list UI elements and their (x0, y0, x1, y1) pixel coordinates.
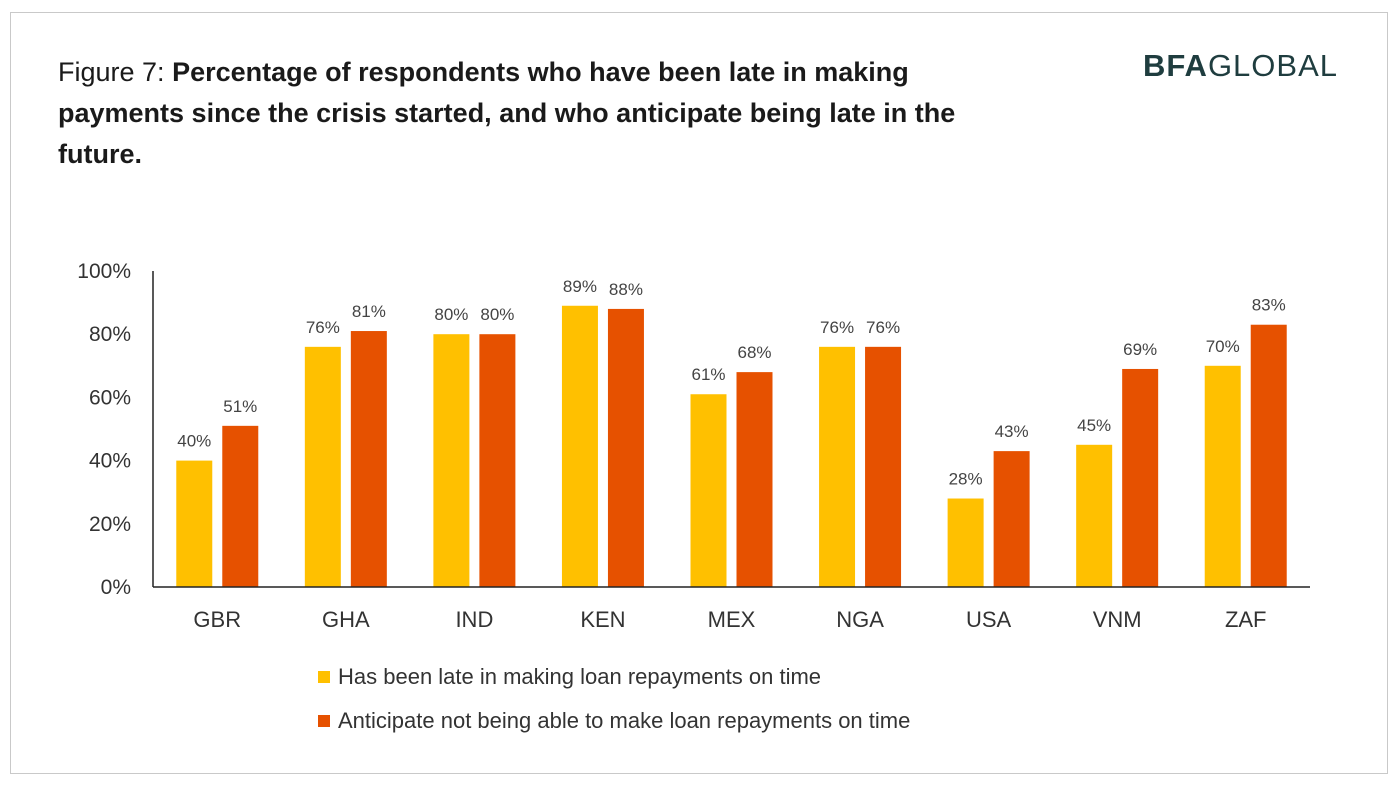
data-label-series-1-nga: 76% (820, 318, 854, 337)
x-category-label-ken: KEN (580, 607, 625, 632)
bar-series-1-mex (690, 394, 727, 587)
legend-item-series-2: Anticipate not being able to make loan r… (318, 699, 910, 743)
data-label-series-2-mex: 68% (737, 343, 771, 362)
data-label-series-2-gha: 81% (352, 302, 386, 321)
figure-frame (10, 12, 1388, 774)
x-category-label-ind: IND (455, 607, 493, 632)
y-tick-label: 100% (77, 260, 131, 283)
x-category-label-zaf: ZAF (1225, 607, 1267, 632)
data-label-series-1-gha: 76% (306, 318, 340, 337)
x-category-label-gbr: GBR (193, 607, 241, 632)
data-label-series-1-ind: 80% (434, 305, 468, 324)
bar-series-1-nga (819, 346, 856, 587)
data-label-series-1-gbr: 40% (177, 432, 211, 451)
data-label-series-2-gbr: 51% (223, 397, 257, 416)
y-axis: 0% 20% 40% 60% 80% 100% (77, 260, 154, 599)
data-label-series-2-nga: 76% (866, 318, 900, 337)
bar-series-1-vnm (1076, 444, 1113, 587)
bar-series-1-ind (433, 334, 470, 587)
x-category-label-nga: NGA (836, 607, 884, 632)
x-axis: GBR GHA IND KEN MEX NGA USA VNM ZAF (153, 586, 1310, 632)
x-category-label-gha: GHA (322, 607, 370, 632)
bar-series-1-gha (304, 346, 341, 587)
data-label-series-1-usa: 28% (949, 470, 983, 489)
data-label-series-2-vnm: 69% (1123, 340, 1157, 359)
data-label-series-1-zaf: 70% (1206, 337, 1240, 356)
figure-title: Figure 7: Percentage of respondents who … (58, 52, 958, 175)
bar-series-1-gbr (176, 460, 213, 587)
data-label-series-1-mex: 61% (691, 365, 725, 384)
bar-series-2-gbr (222, 425, 259, 587)
bar-series-1-ken (561, 305, 598, 587)
logo-bfa-text: BFA (1142, 48, 1208, 83)
legend-item-series-1: Has been late in making loan repayments … (318, 655, 910, 699)
figure-title-prefix: Figure 7: (58, 57, 173, 87)
legend-label-series-1: Has been late in making loan repayments … (338, 664, 822, 689)
legend-label-series-2: Anticipate not being able to make loan r… (338, 708, 911, 733)
x-category-label-vnm: VNM (1093, 607, 1142, 632)
bar-series-2-zaf (1250, 324, 1287, 587)
data-label-series-2-zaf: 83% (1252, 296, 1286, 315)
bar-series-2-usa (993, 451, 1030, 587)
data-label-series-2-ken: 88% (609, 280, 643, 299)
bar-series-2-gha (350, 331, 387, 587)
x-category-label-mex: MEX (708, 607, 756, 632)
y-tick-label: 0% (101, 576, 131, 599)
legend-swatch-series-1 (318, 671, 330, 683)
logo-global-text: GLOBAL (1207, 48, 1338, 83)
bar-series-1-zaf (1204, 365, 1241, 587)
figure-title-text: Percentage of respondents who have been … (58, 57, 956, 169)
data-label-series-1-vnm: 45% (1077, 416, 1111, 435)
bar-series-2-vnm (1122, 368, 1159, 587)
y-tick-label: 60% (89, 386, 131, 409)
bar-series-2-ken (607, 308, 644, 587)
y-tick-label: 80% (89, 323, 131, 346)
legend: Has been late in making loan repayments … (318, 655, 910, 743)
legend-swatch-series-2 (318, 715, 330, 727)
data-label-series-2-usa: 43% (995, 422, 1029, 441)
y-tick-label: 40% (89, 450, 131, 473)
x-category-label-usa: USA (966, 607, 1012, 632)
data-label-series-2-ind: 80% (480, 305, 514, 324)
data-label-series-1-ken: 89% (563, 277, 597, 296)
bar-series-2-mex (736, 372, 773, 587)
bars-group: 40% 51% 76% 81% 80% 80% 89% 88% 61% 68% 76% 76% 28% 4… (176, 277, 1287, 587)
bar-series-1-usa (947, 498, 984, 587)
y-tick-label: 20% (89, 513, 131, 536)
bfa-global-logo: BFAGLOBAL (1143, 48, 1338, 84)
bar-series-2-ind (479, 334, 516, 587)
bar-series-2-nga (865, 346, 902, 587)
